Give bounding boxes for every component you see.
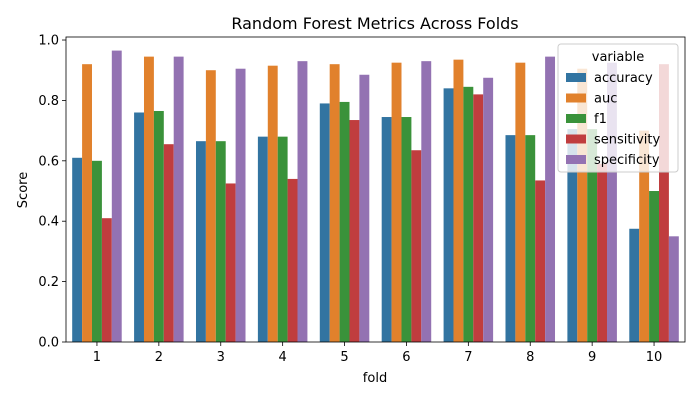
bar-auc-fold-9 — [577, 68, 588, 343]
bar-f1-fold-4 — [277, 136, 288, 342]
bar-auc-fold-10 — [639, 130, 650, 342]
bar-sensitivity-fold-6 — [411, 150, 422, 342]
x-tick-label: 7 — [464, 350, 472, 365]
x-tick-label: 6 — [402, 350, 410, 365]
bar-auc-fold-7 — [453, 59, 464, 343]
y-tick-label: 0.8 — [38, 94, 59, 109]
bar-accuracy-fold-8 — [505, 135, 516, 342]
bar-accuracy-fold-9 — [567, 129, 578, 342]
bar-specificity-fold-1 — [111, 50, 122, 343]
bar-specificity-fold-8 — [545, 56, 556, 342]
x-tick-label: 9 — [588, 350, 596, 365]
legend: variable accuracy auc f1 sensitivity specific… — [557, 43, 679, 173]
bar-accuracy-fold-4 — [257, 136, 268, 342]
y-tick-label: 0.2 — [38, 275, 59, 290]
bar-specificity-fold-7 — [483, 77, 494, 343]
x-tick-label: 8 — [526, 350, 534, 365]
bar-f1-fold-5 — [339, 101, 350, 343]
y-tick-label: 1.0 — [38, 34, 59, 49]
x-tick-label: 3 — [217, 350, 225, 365]
x-tick-label: 5 — [340, 350, 348, 365]
bar-sensitivity-fold-4 — [287, 178, 298, 342]
bar-specificity-fold-6 — [421, 61, 432, 342]
bar-specificity-fold-4 — [297, 61, 308, 342]
bar-f1-fold-9 — [587, 129, 598, 342]
bar-accuracy-fold-3 — [195, 141, 206, 342]
legend-swatch-f1 — [566, 114, 586, 123]
bar-specificity-fold-9 — [607, 62, 617, 343]
bar-auc-fold-6 — [391, 62, 402, 343]
plot-frame — [65, 36, 686, 343]
bar-specificity-fold-3 — [235, 68, 246, 343]
bar-sensitivity-fold-7 — [473, 94, 484, 342]
plot-area: 1 2 3 4 5 6 7 8 9 10 0.0 0.2 0.4 0.6 0.8 1.0 — [38, 34, 686, 365]
bar-accuracy-fold-5 — [319, 103, 330, 342]
bar-auc-fold-4 — [267, 65, 278, 342]
legend-swatch-specificity — [566, 155, 586, 164]
bar-f1-fold-6 — [401, 117, 412, 343]
chart-title: Random Forest Metrics Across Folds — [231, 14, 518, 33]
bar-sensitivity-fold-10 — [659, 64, 669, 343]
legend-label-auc: auc — [594, 92, 617, 107]
bar-f1-fold-2 — [153, 110, 164, 343]
legend-swatch-sensitivity — [566, 134, 586, 144]
bar-f1-fold-1 — [92, 160, 102, 342]
bar-accuracy-fold-2 — [134, 112, 144, 342]
y-axis-label: Score — [16, 172, 31, 208]
x-tick-label: 2 — [155, 350, 163, 365]
bar-specificity-fold-10 — [668, 236, 679, 342]
y-tick-label: 0.4 — [38, 215, 59, 230]
legend-label-f1: f1 — [594, 112, 607, 127]
y-tick-label: 0.6 — [38, 154, 59, 169]
bar-auc-fold-3 — [205, 70, 216, 342]
bar-sensitivity-fold-3 — [225, 183, 236, 342]
bar-f1-fold-10 — [649, 191, 659, 342]
legend-label-accuracy: accuracy — [594, 71, 653, 86]
bar-specificity-fold-5 — [359, 74, 370, 342]
bar-accuracy-fold-6 — [381, 117, 392, 343]
bar-f1-fold-8 — [525, 135, 536, 342]
bar-sensitivity-fold-9 — [597, 163, 607, 342]
bar-sensitivity-fold-1 — [101, 218, 112, 342]
bar-auc-fold-2 — [143, 56, 154, 342]
legend-label-sensitivity: sensitivity — [594, 133, 661, 148]
bar-auc-fold-1 — [82, 64, 92, 343]
legend-box — [557, 43, 679, 173]
legend-label-specificity: specificity — [594, 153, 660, 168]
legend-swatch-accuracy — [566, 73, 586, 82]
x-axis-label: fold — [363, 371, 387, 386]
y-tick-label: 0.0 — [38, 336, 59, 351]
bar-f1-fold-7 — [463, 86, 474, 342]
bar-sensitivity-fold-8 — [535, 180, 546, 342]
bar-accuracy-fold-1 — [72, 157, 83, 342]
bar-accuracy-fold-7 — [443, 88, 454, 342]
bar-sensitivity-fold-2 — [163, 144, 174, 342]
bar-sensitivity-fold-5 — [349, 120, 360, 342]
x-tick-label: 1 — [93, 350, 101, 365]
legend-swatch-auc — [566, 93, 586, 103]
bar-auc-fold-5 — [329, 64, 340, 343]
bar-accuracy-fold-10 — [629, 228, 640, 342]
bar-specificity-fold-2 — [173, 56, 184, 342]
bar-f1-fold-3 — [215, 141, 226, 342]
bar-auc-fold-8 — [515, 62, 526, 343]
x-tick-label: 4 — [279, 350, 287, 365]
legend-title: variable — [592, 50, 644, 65]
x-tick-label: 10 — [646, 350, 663, 365]
